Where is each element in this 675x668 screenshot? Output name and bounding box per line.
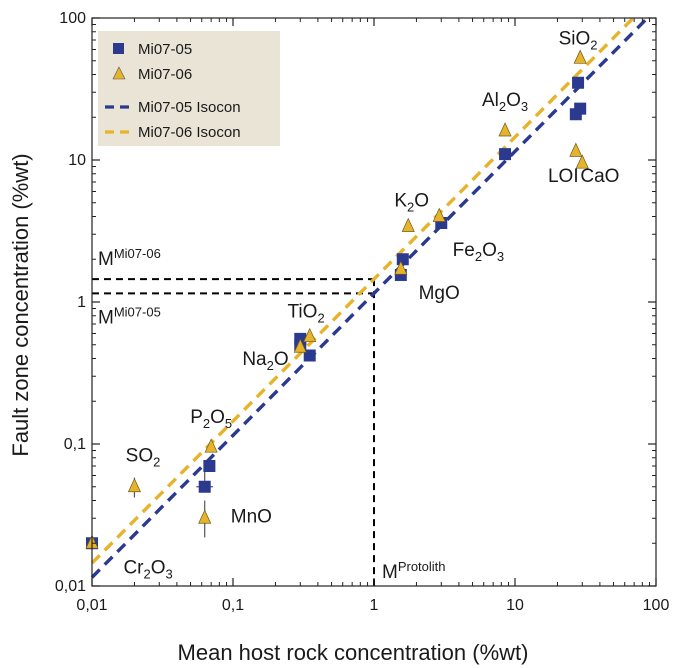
marker-mi0706 [498, 122, 512, 137]
guide-lines [92, 278, 375, 586]
marker-mi0706 [204, 438, 218, 453]
data-markers [85, 49, 589, 550]
legend-square-icon [113, 43, 124, 54]
marker-mi0705 [499, 148, 512, 161]
oxide-label: P2O5 [190, 407, 232, 431]
isocon-lines [90, 16, 649, 579]
isocon-line-mi0705 [90, 16, 649, 579]
marker-mi0705 [396, 253, 409, 266]
y-tick-label: 0,1 [64, 436, 86, 453]
marker-mi0705 [203, 459, 216, 472]
x-axis-title: Mean host rock concentration (%wt) [178, 640, 529, 665]
legend-label-mi0705: Mi07-05 [138, 41, 192, 58]
oxide-label: K2O [394, 191, 429, 215]
y-tick-label: 1 [77, 294, 86, 311]
x-tick-label: 0,1 [222, 597, 244, 614]
oxide-label: Na2O [242, 349, 288, 373]
marker-mi0706 [569, 142, 583, 157]
x-tick-label: 1 [370, 597, 379, 614]
label-m-protolith: MProtolith [382, 559, 446, 583]
x-tick-label: 100 [643, 597, 670, 614]
x-tick-label: 0,01 [76, 597, 107, 614]
marker-mi0706 [127, 477, 141, 493]
marker-mi0706 [198, 509, 212, 524]
axes: 0,01 0,01 0,1 0,1 1 1 10 10 100 100 [55, 10, 670, 614]
marker-mi0706 [432, 207, 446, 222]
legend: Mi07-05 Mi07-06 Mi07-05 Isocon Mi07-06 I… [98, 31, 280, 146]
data-labels: MMi07-06 MMi07-05 MProtolith SiO2 Al2O3 LOI Ca… [98, 29, 619, 583]
label-m-mi0705: MMi07-05 [98, 304, 161, 328]
oxide-label: Al2O3 [482, 90, 528, 114]
oxide-label: LOI [548, 166, 579, 187]
legend-triangle-icon [112, 66, 126, 80]
oxide-label: SO2 [126, 446, 161, 470]
label-m-mi0706: MMi07-06 [98, 246, 161, 270]
marker-mi0706 [573, 49, 587, 64]
oxide-label: SiO2 [559, 29, 598, 53]
oxide-label: Cr2O3 [123, 558, 172, 582]
oxide-label: Fe2O3 [453, 240, 504, 264]
marker-mi0706 [303, 327, 317, 343]
legend-label-mi0706-isocon: Mi07-06 Isocon [138, 124, 241, 141]
oxide-label: CaO [580, 166, 619, 187]
marker-mi0706 [575, 154, 589, 169]
isocon-line-mi0706 [90, 16, 635, 565]
legend-label-mi0706: Mi07-06 [138, 66, 192, 83]
oxide-label: TiO2 [288, 301, 325, 325]
y-tick-label: 0,01 [55, 578, 86, 595]
y-axis-title: Fault zone concentration (%wt) [8, 153, 33, 456]
oxide-label: MgO [419, 283, 460, 304]
marker-mi0706 [394, 260, 408, 275]
y-tick-label: 10 [68, 152, 86, 169]
marker-mi0706 [293, 338, 307, 353]
marker-mi0705 [198, 480, 211, 493]
marker-mi0706 [401, 217, 415, 232]
legend-label-mi0705-isocon: Mi07-05 Isocon [138, 99, 241, 116]
x-tick-label: 10 [506, 597, 524, 614]
marker-mi0705 [569, 108, 582, 121]
legend-box [98, 31, 280, 146]
y-tick-label: 100 [59, 10, 86, 27]
oxide-label: MnO [231, 507, 272, 528]
marker-mi0705 [572, 76, 585, 89]
